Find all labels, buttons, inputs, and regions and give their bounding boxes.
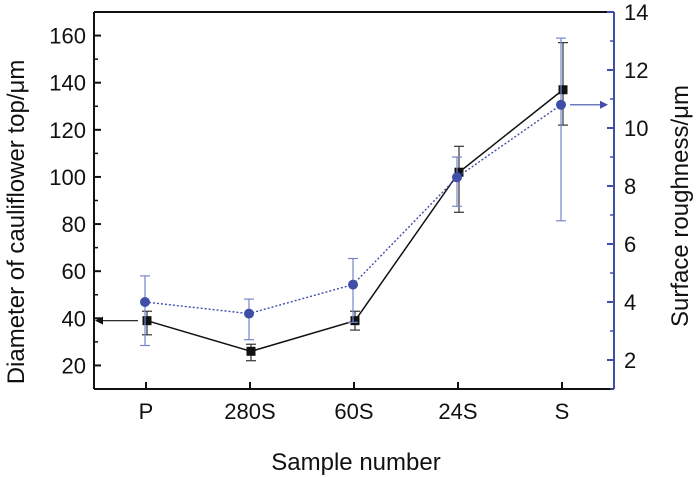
y-right-tick-label: 8	[624, 174, 636, 199]
y-left-tick-label: 40	[62, 306, 86, 331]
data-point-square	[142, 316, 152, 326]
data-point-circle	[556, 99, 566, 110]
data-point-square	[246, 346, 256, 356]
y-left-tick-label: 80	[62, 212, 86, 237]
left-axis-arrow-head	[95, 316, 103, 325]
y-right-tick-label: 2	[624, 348, 636, 373]
y-axis-left-title: Diameter of cauliflower top/μm	[3, 60, 30, 385]
data-point-circle	[244, 308, 254, 319]
y-right-tick-label: 12	[624, 58, 648, 83]
data-point-circle	[348, 279, 358, 290]
y-left-tick-label: 120	[49, 118, 86, 143]
x-axis-title: Sample number	[271, 449, 440, 476]
x-tick-label: 60S	[334, 399, 373, 424]
axes: 20 40 60 80 100 120 140 160 2 4 6 8 10 12 14 P 280S 60S 24…	[49, 0, 648, 424]
y-left-tick-label: 20	[62, 353, 86, 378]
y-right-tick-label: 14	[624, 0, 648, 25]
y-right-tick-label: 6	[624, 232, 636, 257]
y-left-tick-label: 60	[62, 259, 86, 284]
data-point-square	[454, 167, 464, 177]
x-tick-label: 280S	[224, 399, 275, 424]
x-tick-label: 24S	[438, 399, 477, 424]
data-point-circle	[452, 172, 462, 183]
x-tick-label: P	[139, 399, 154, 424]
y-axis-right-title: Surface roughness/μm	[667, 85, 694, 327]
data-point-circle	[140, 297, 150, 307]
y-right-tick-label: 4	[624, 290, 636, 315]
series-layer	[95, 37, 608, 362]
y-left-tick-label: 140	[49, 71, 86, 96]
y-right-tick-label: 10	[624, 116, 648, 141]
right-axis-arrow-head	[600, 100, 608, 109]
data-point-square	[350, 316, 360, 326]
y-left-tick-label: 160	[49, 24, 86, 49]
y-left-tick-label: 100	[49, 165, 86, 190]
x-tick-label: S	[555, 399, 570, 424]
data-point-square	[558, 85, 568, 95]
